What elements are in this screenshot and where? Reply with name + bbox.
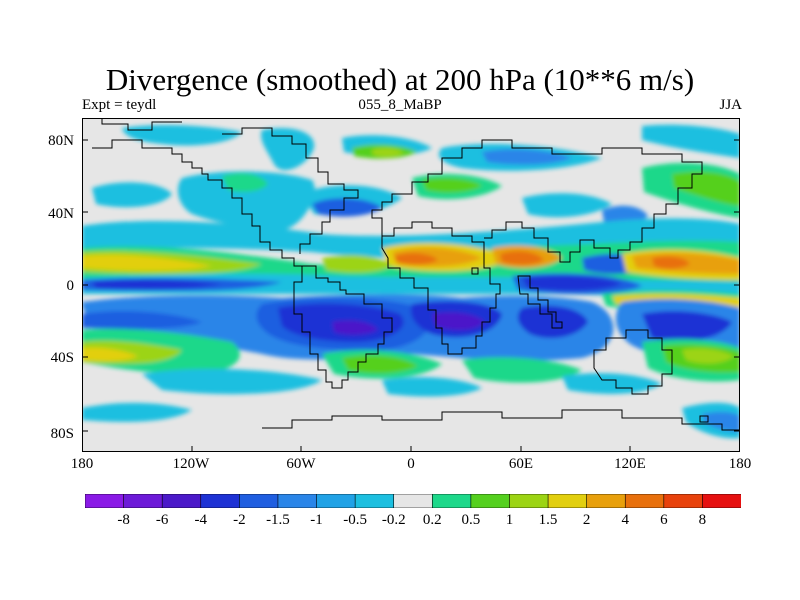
coastline-eurasia <box>371 139 703 263</box>
colorbar-label: -0.5 <box>343 512 367 528</box>
colorbar-label: -8 <box>117 512 130 528</box>
coastline-arctic-islands <box>101 118 182 131</box>
colorbar-swatch <box>547 494 588 508</box>
colorbar-label: 1 <box>505 512 514 528</box>
x-tick-label: 120E <box>614 456 646 472</box>
coastline-north-america-east <box>222 127 359 254</box>
coastline-antarctica <box>262 409 740 431</box>
colorbar-swatch <box>431 494 472 508</box>
colorbar-swatch <box>702 494 741 508</box>
colorbar-swatch <box>85 494 125 508</box>
colorbar-swatch <box>161 494 202 508</box>
colorbar-swatch <box>586 494 626 508</box>
colorbar-label: 0.2 <box>422 512 442 528</box>
y-tick-label: 0 <box>66 278 75 294</box>
coastline-layer <box>92 118 740 431</box>
colorbar-swatch <box>123 494 163 508</box>
colorbar-swatch <box>200 494 240 508</box>
colorbar-swatch <box>316 494 356 508</box>
x-tick-label: 60E <box>508 456 534 472</box>
colorbar-swatch <box>354 494 395 508</box>
y-tick-label: 40S <box>50 350 74 366</box>
colorbar-swatch <box>624 494 665 508</box>
x-tick-label: 180 <box>728 456 752 472</box>
x-tick-label: 0 <box>407 456 415 472</box>
x-tick-label: 60W <box>286 456 316 472</box>
y-tick-label: 40N <box>48 206 74 222</box>
run-label: 055_8_MaBP <box>358 97 442 113</box>
colorbar-label: -4 <box>194 512 208 528</box>
x-tick-label: 120W <box>172 456 210 472</box>
colorbar-label: 2 <box>582 512 591 528</box>
coastline-australia <box>593 329 673 395</box>
colorbar-label: -2 <box>233 512 246 528</box>
colorbar-label: 6 <box>660 512 668 528</box>
coastline-north-america <box>92 139 302 267</box>
coastline-africa <box>381 221 501 355</box>
plot-title: Divergence (smoothed) at 200 hPa (10**6 … <box>105 62 695 97</box>
colorbar-swatch <box>509 494 549 508</box>
season-label: JJA <box>719 97 742 113</box>
colorbar-swatch <box>393 494 433 508</box>
coastline-southeast-asia <box>517 275 563 329</box>
colorbar-swatch <box>663 494 704 508</box>
x-tick-label: 180 <box>70 456 94 472</box>
colorbar-label: 1.5 <box>538 512 558 528</box>
experiment-label: Expt = teydl <box>82 97 157 113</box>
colorbar-label: 0.5 <box>461 512 481 528</box>
colorbar-label: 4 <box>621 512 629 528</box>
y-tick-label: 80S <box>50 426 74 442</box>
coastline-south-america <box>293 265 393 389</box>
colorbar-label: -0.2 <box>381 512 406 528</box>
colorbar-label: -1 <box>310 512 323 528</box>
contour-fill-layer <box>82 124 740 439</box>
coastline-island <box>699 415 709 423</box>
coastline-island <box>471 267 479 275</box>
colorbar-label: 8 <box>698 512 707 528</box>
colorbar <box>85 494 741 508</box>
colorbar-label: -6 <box>155 512 169 528</box>
axis-ticks <box>82 139 740 452</box>
colorbar-swatch <box>277 494 318 508</box>
y-tick-label: 80N <box>48 133 74 149</box>
colorbar-swatch <box>470 494 511 508</box>
colorbar-label: -1.5 <box>266 512 290 528</box>
colorbar-swatch <box>239 494 279 508</box>
divergence-map <box>82 118 740 452</box>
